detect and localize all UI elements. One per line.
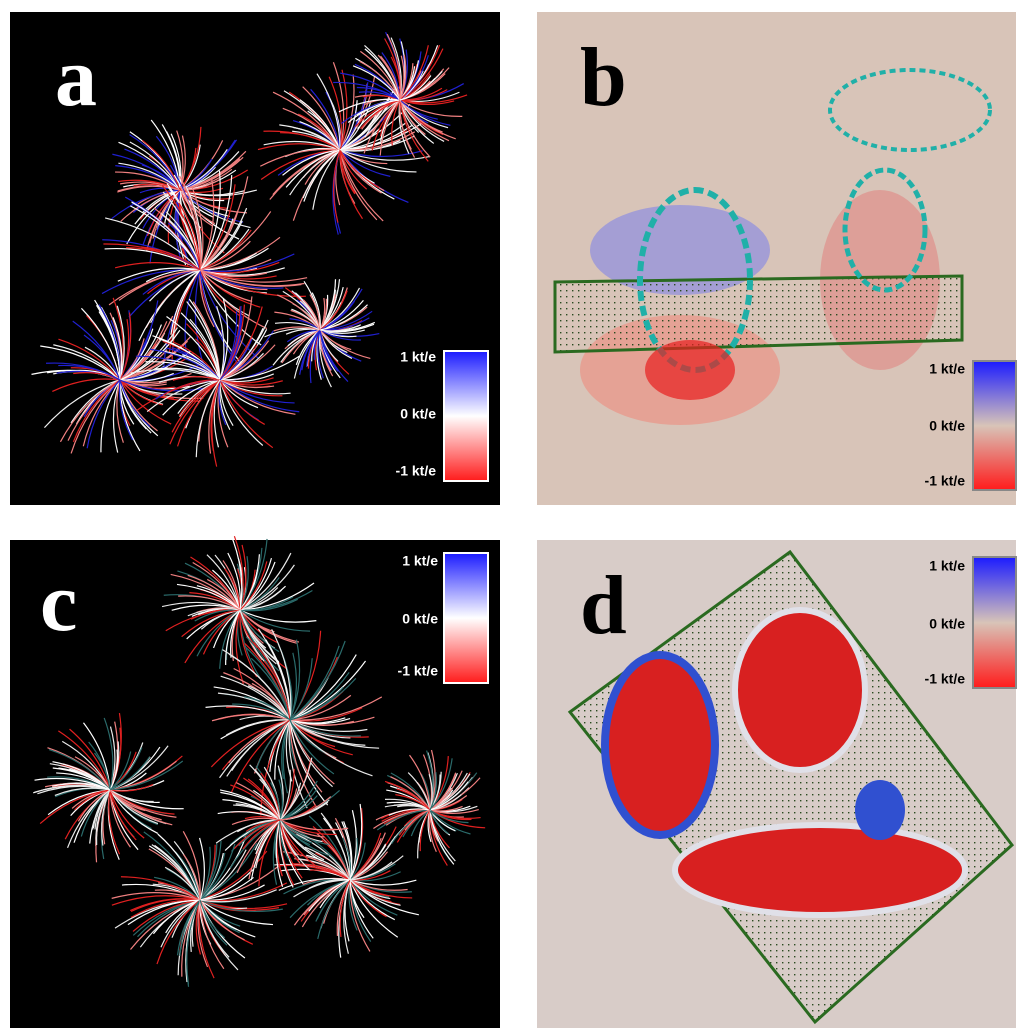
protein-surface bbox=[605, 655, 715, 835]
page: a 1 kt/e 0 kt/e -1 kt/e b 1 kt/e 0 kt/e … bbox=[0, 0, 1018, 1031]
panel-letter: b bbox=[580, 31, 627, 124]
colorbar-max: 1 kt/e bbox=[400, 349, 436, 365]
colorbar-min: -1 kt/e bbox=[925, 671, 966, 687]
panel-letter: a bbox=[55, 31, 97, 124]
figure: a 1 kt/e 0 kt/e -1 kt/e b 1 kt/e 0 kt/e … bbox=[0, 0, 1018, 1031]
protein-surface bbox=[735, 610, 865, 770]
panel-letter: c bbox=[40, 556, 77, 649]
colorbar-mid: 0 kt/e bbox=[929, 418, 965, 434]
colorbar-mid: 0 kt/e bbox=[400, 406, 436, 422]
panel-letter: d bbox=[580, 559, 627, 652]
colorbar-max: 1 kt/e bbox=[929, 361, 965, 377]
colorbar-max: 1 kt/e bbox=[402, 553, 438, 569]
colorbar-mid: 0 kt/e bbox=[929, 616, 965, 632]
colorbar bbox=[973, 361, 1016, 490]
colorbar-min: -1 kt/e bbox=[398, 663, 439, 679]
colorbar bbox=[973, 557, 1016, 688]
colorbar-min: -1 kt/e bbox=[925, 473, 966, 489]
protein-surface bbox=[675, 825, 965, 915]
colorbar-mid: 0 kt/e bbox=[402, 611, 438, 627]
potential-cloud bbox=[645, 340, 735, 400]
colorbar bbox=[444, 351, 488, 481]
panel-c bbox=[10, 531, 500, 1028]
colorbar bbox=[444, 553, 488, 683]
colorbar-min: -1 kt/e bbox=[396, 463, 437, 479]
colorbar-max: 1 kt/e bbox=[929, 558, 965, 574]
protein-surface bbox=[855, 780, 905, 840]
